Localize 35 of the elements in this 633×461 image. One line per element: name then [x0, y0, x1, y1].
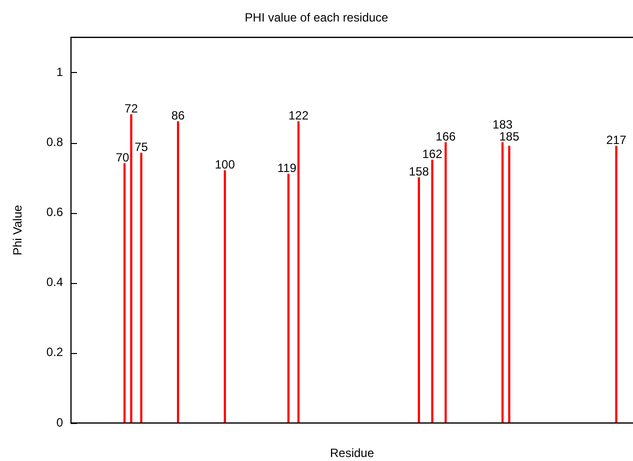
bar [130, 114, 132, 423]
x-tick-label: 86 [171, 108, 186, 123]
y-axis-title: Phi Value [10, 204, 25, 256]
x-tick-label: 166 [436, 130, 456, 144]
bar [508, 146, 510, 423]
x-axis-title: Residue [330, 446, 374, 460]
x-tick-label: 183 [492, 118, 513, 132]
bar [501, 142, 504, 423]
bar [444, 142, 447, 423]
y-tick-label: 0.8 [46, 134, 64, 149]
y-tick-label: 1 [56, 64, 64, 79]
bar [418, 177, 420, 423]
bar [297, 121, 300, 423]
x-tick-label: 75 [134, 140, 148, 154]
x-tick-label: 119 [277, 161, 297, 176]
x-tick-label: 122 [288, 108, 309, 123]
x-tick-label: 72 [124, 102, 138, 116]
bar [140, 152, 142, 423]
x-tick-label: 162 [422, 147, 443, 162]
x-tick-label: 100 [214, 158, 236, 172]
chart-title: PHI value of each residuce [244, 10, 389, 25]
x-tick-label: 217 [606, 133, 627, 148]
x-tick-label: 185 [499, 130, 520, 144]
y-tick-label: 0.2 [46, 345, 64, 360]
x-tick-label: 158 [408, 164, 430, 179]
bar [123, 163, 126, 423]
bar [176, 121, 180, 423]
x-tick-label: 70 [116, 150, 130, 165]
bar [287, 174, 290, 423]
bar [224, 170, 226, 423]
bar [615, 146, 618, 423]
y-tick-label: 0.4 [46, 275, 64, 290]
bar [431, 160, 434, 423]
y-tick-label: 0 [56, 415, 64, 430]
y-tick-label: 0.6 [46, 204, 64, 219]
